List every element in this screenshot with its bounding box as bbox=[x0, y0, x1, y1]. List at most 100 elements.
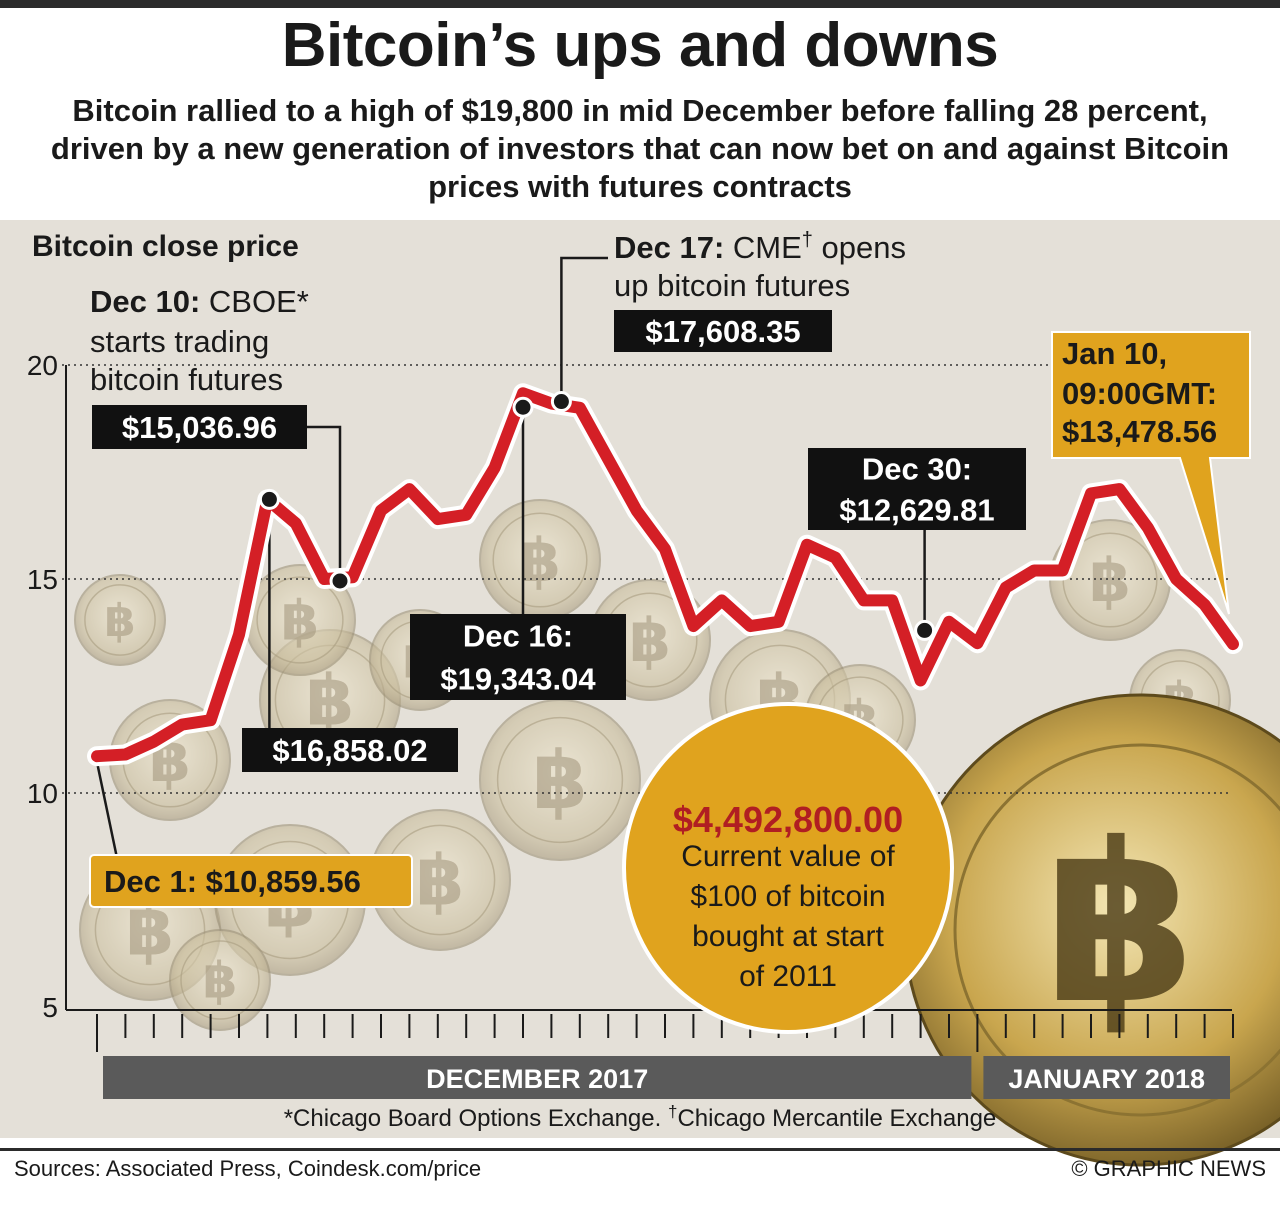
annotation-marker bbox=[258, 488, 280, 510]
data-point bbox=[1175, 578, 1178, 580]
dec10-text-2: starts trading bbox=[90, 324, 269, 359]
callout-text: Current value of bbox=[681, 840, 895, 873]
data-point bbox=[152, 740, 155, 743]
annotation-labels: Dec 1: $10,859.56 $16,858.02 Dec 10: CBOE*… bbox=[89, 229, 1251, 908]
annotation-leaders bbox=[95, 256, 926, 859]
callout-circle bbox=[622, 702, 954, 1034]
dec10-note: Dec 10: CBOE* bbox=[90, 284, 309, 319]
data-point bbox=[294, 522, 297, 525]
data-point bbox=[209, 719, 212, 722]
coin-ring bbox=[492, 512, 588, 608]
gold-coin-ring bbox=[953, 743, 1280, 1117]
coin-ring bbox=[84, 584, 156, 656]
credit: © GRAPHIC NEWS bbox=[1071, 1156, 1266, 1181]
dec7-box bbox=[242, 728, 458, 772]
annotation-marker bbox=[329, 570, 351, 592]
bitcoin-symbol-icon: ฿ bbox=[104, 595, 135, 646]
dec17-date: Dec 17: bbox=[614, 230, 733, 265]
data-point bbox=[578, 406, 581, 409]
coin-ring bbox=[180, 940, 260, 1020]
data-point bbox=[124, 753, 127, 756]
dec17-text-1b: opens bbox=[813, 230, 906, 265]
sources: Sources: Associated Press, Coindesk.com/… bbox=[14, 1156, 482, 1181]
dec17-text-1: CME bbox=[733, 230, 802, 265]
leader-line bbox=[95, 761, 119, 859]
footnote-cme: Chicago Mercantile Exchange bbox=[677, 1105, 997, 1132]
y-tick-label: 20 bbox=[27, 350, 58, 381]
data-point bbox=[408, 488, 411, 491]
data-point bbox=[380, 509, 382, 512]
bitcoin-symbol-icon: ฿ bbox=[532, 736, 588, 825]
annotation-marker bbox=[550, 391, 572, 413]
bitcoin-symbol-icon: ฿ bbox=[1089, 547, 1131, 614]
callout-text: $100 of bitcoin bbox=[690, 880, 885, 913]
jan10-box bbox=[1051, 331, 1251, 615]
data-point bbox=[1004, 586, 1007, 589]
coin-icon bbox=[169, 929, 271, 1031]
leader-line bbox=[307, 425, 342, 579]
data-point bbox=[351, 576, 354, 579]
bitcoin-symbol-icon: ฿ bbox=[629, 607, 671, 674]
page-subtitle: Bitcoin rallied to a high of $19,800 in … bbox=[50, 93, 1230, 204]
data-point bbox=[749, 625, 752, 628]
callout-text: bought at start bbox=[692, 920, 884, 953]
data-point bbox=[919, 679, 922, 682]
data-point bbox=[181, 723, 184, 726]
footnote-cboe: *Chicago Board Options Exchange. bbox=[283, 1105, 662, 1132]
data-point bbox=[522, 392, 524, 395]
callout-text: of 2011 bbox=[739, 960, 837, 993]
data-point bbox=[777, 620, 780, 623]
bitcoin-symbol-icon: ฿ bbox=[1043, 801, 1196, 1047]
leader-line bbox=[560, 256, 608, 402]
dec30-text: $12,629.81 bbox=[839, 493, 994, 528]
data-point bbox=[1033, 569, 1036, 572]
dec10-date: Dec 10: bbox=[90, 284, 209, 319]
y-tick-label: 10 bbox=[27, 778, 58, 809]
dec30-box bbox=[808, 448, 1026, 530]
data-point bbox=[465, 513, 468, 516]
page-title: Bitcoin’s ups and downs bbox=[281, 11, 999, 80]
data-point bbox=[692, 625, 695, 628]
data-point bbox=[1061, 569, 1064, 572]
data-point bbox=[323, 578, 326, 580]
bitcoin-symbol-icon: ฿ bbox=[281, 589, 319, 651]
data-point bbox=[834, 556, 837, 559]
data-point bbox=[862, 599, 865, 602]
data-point bbox=[493, 466, 496, 469]
dec17-box bbox=[614, 310, 832, 352]
dec1-box bbox=[89, 854, 413, 908]
dec17-text: $17,608.35 bbox=[645, 314, 800, 349]
dec10-text-3: bitcoin futures bbox=[90, 362, 283, 397]
y-tick-label: 15 bbox=[27, 564, 58, 595]
dec10-text-1: CBOE* bbox=[209, 284, 309, 319]
annotation-marker bbox=[512, 396, 534, 418]
jan10-text-1: Jan 10, bbox=[1062, 336, 1167, 371]
dec16-text: Dec 16: bbox=[463, 619, 573, 654]
bitcoin-symbol-icon: ฿ bbox=[306, 662, 355, 740]
data-point bbox=[635, 509, 638, 512]
data-point bbox=[806, 543, 808, 546]
coin-icon bbox=[74, 574, 166, 666]
month-bar bbox=[983, 1056, 1230, 1099]
y-axis-title: Bitcoin close price bbox=[32, 230, 299, 263]
month-label: JANUARY 2018 bbox=[1008, 1064, 1205, 1094]
dec17-dagger: † bbox=[802, 229, 813, 251]
month-bar bbox=[103, 1056, 972, 1099]
coin-ring bbox=[256, 576, 344, 664]
coin-ring bbox=[496, 716, 624, 844]
dec17-note: Dec 17: CME† opens bbox=[614, 229, 906, 265]
data-point bbox=[96, 755, 98, 758]
dec7-text: $16,858.02 bbox=[272, 733, 427, 768]
data-point bbox=[976, 642, 979, 645]
data-point bbox=[1232, 643, 1234, 646]
callout-value: $4,492,800.00 bbox=[673, 799, 903, 840]
data-point bbox=[664, 548, 666, 551]
dec10-text: $15,036.96 bbox=[122, 410, 277, 445]
dec10-box bbox=[92, 405, 307, 449]
data-point bbox=[436, 518, 439, 521]
jan10-price: $13,478.56 bbox=[1062, 414, 1217, 449]
footnote: *Chicago Board Options Exchange. †Chicag… bbox=[0, 1102, 1280, 1133]
dec30-text: Dec 30: bbox=[862, 452, 972, 487]
data-point bbox=[891, 599, 894, 602]
